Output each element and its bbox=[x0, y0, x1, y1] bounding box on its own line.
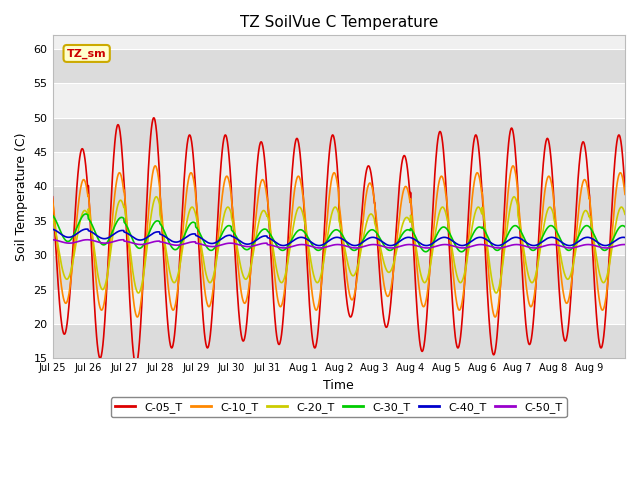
Bar bbox=[52, 289, 625, 324]
C-05_T bbox=[49, 194, 56, 200]
C-40_T bbox=[49, 227, 56, 232]
C-05_T bbox=[132, 362, 140, 368]
C-30_T bbox=[82, 211, 90, 217]
Line: C-20_T: C-20_T bbox=[52, 197, 625, 293]
C-10_T bbox=[138, 290, 146, 296]
C-50_T bbox=[314, 245, 321, 251]
Line: C-50_T: C-50_T bbox=[52, 240, 625, 248]
C-40_T bbox=[280, 243, 287, 249]
C-10_T bbox=[474, 170, 481, 176]
C-10_T bbox=[324, 208, 332, 214]
Bar bbox=[52, 324, 625, 358]
Y-axis label: Soil Temperature (C): Soil Temperature (C) bbox=[15, 132, 28, 261]
C-30_T bbox=[559, 240, 566, 246]
Bar bbox=[52, 255, 625, 289]
C-50_T bbox=[119, 237, 127, 242]
C-20_T bbox=[49, 214, 56, 220]
Bar bbox=[52, 186, 625, 221]
C-40_T bbox=[324, 238, 332, 244]
C-40_T bbox=[559, 240, 566, 246]
C-10_T bbox=[621, 192, 629, 197]
C-20_T bbox=[152, 194, 160, 200]
C-40_T bbox=[475, 235, 483, 240]
C-40_T bbox=[314, 242, 321, 248]
C-05_T bbox=[139, 290, 147, 296]
Title: TZ SoilVue C Temperature: TZ SoilVue C Temperature bbox=[239, 15, 438, 30]
C-30_T bbox=[324, 236, 332, 241]
C-30_T bbox=[422, 249, 429, 254]
C-10_T bbox=[492, 314, 499, 320]
Bar bbox=[52, 152, 625, 186]
C-05_T bbox=[559, 325, 566, 331]
C-50_T bbox=[139, 241, 147, 247]
C-30_T bbox=[314, 247, 321, 253]
C-10_T bbox=[559, 283, 566, 289]
X-axis label: Time: Time bbox=[323, 379, 354, 392]
C-40_T bbox=[621, 235, 629, 240]
C-30_T bbox=[475, 224, 483, 230]
C-50_T bbox=[602, 245, 610, 251]
Bar bbox=[52, 49, 625, 84]
C-10_T bbox=[313, 307, 321, 312]
Line: C-30_T: C-30_T bbox=[52, 214, 625, 252]
C-40_T bbox=[139, 237, 147, 242]
C-50_T bbox=[614, 242, 622, 248]
C-50_T bbox=[558, 243, 566, 249]
C-20_T bbox=[324, 228, 332, 233]
C-20_T bbox=[621, 211, 629, 217]
C-05_T bbox=[314, 332, 321, 337]
C-50_T bbox=[324, 243, 332, 249]
Text: TZ_sm: TZ_sm bbox=[67, 48, 106, 59]
Legend: C-05_T, C-10_T, C-20_T, C-30_T, C-40_T, C-50_T: C-05_T, C-10_T, C-20_T, C-30_T, C-40_T, … bbox=[111, 397, 566, 417]
C-10_T bbox=[509, 163, 517, 169]
C-20_T bbox=[614, 210, 622, 216]
C-20_T bbox=[139, 279, 147, 285]
C-50_T bbox=[621, 242, 629, 248]
C-05_T bbox=[621, 187, 629, 193]
C-30_T bbox=[139, 244, 147, 250]
C-05_T bbox=[150, 115, 158, 121]
C-05_T bbox=[475, 143, 483, 149]
C-30_T bbox=[621, 224, 629, 230]
C-40_T bbox=[614, 236, 622, 241]
C-50_T bbox=[474, 242, 482, 248]
Bar bbox=[52, 84, 625, 118]
C-30_T bbox=[614, 226, 622, 232]
Line: C-40_T: C-40_T bbox=[52, 229, 625, 246]
C-20_T bbox=[475, 204, 483, 210]
C-10_T bbox=[49, 196, 56, 202]
C-20_T bbox=[134, 290, 142, 296]
Line: C-05_T: C-05_T bbox=[52, 118, 625, 365]
C-40_T bbox=[83, 226, 90, 232]
C-05_T bbox=[614, 133, 622, 139]
C-20_T bbox=[559, 262, 566, 268]
C-05_T bbox=[324, 159, 332, 165]
Bar bbox=[52, 221, 625, 255]
Line: C-10_T: C-10_T bbox=[52, 166, 625, 317]
C-30_T bbox=[49, 212, 56, 218]
C-50_T bbox=[49, 237, 56, 242]
C-20_T bbox=[314, 280, 321, 286]
C-10_T bbox=[614, 174, 622, 180]
Bar bbox=[52, 118, 625, 152]
